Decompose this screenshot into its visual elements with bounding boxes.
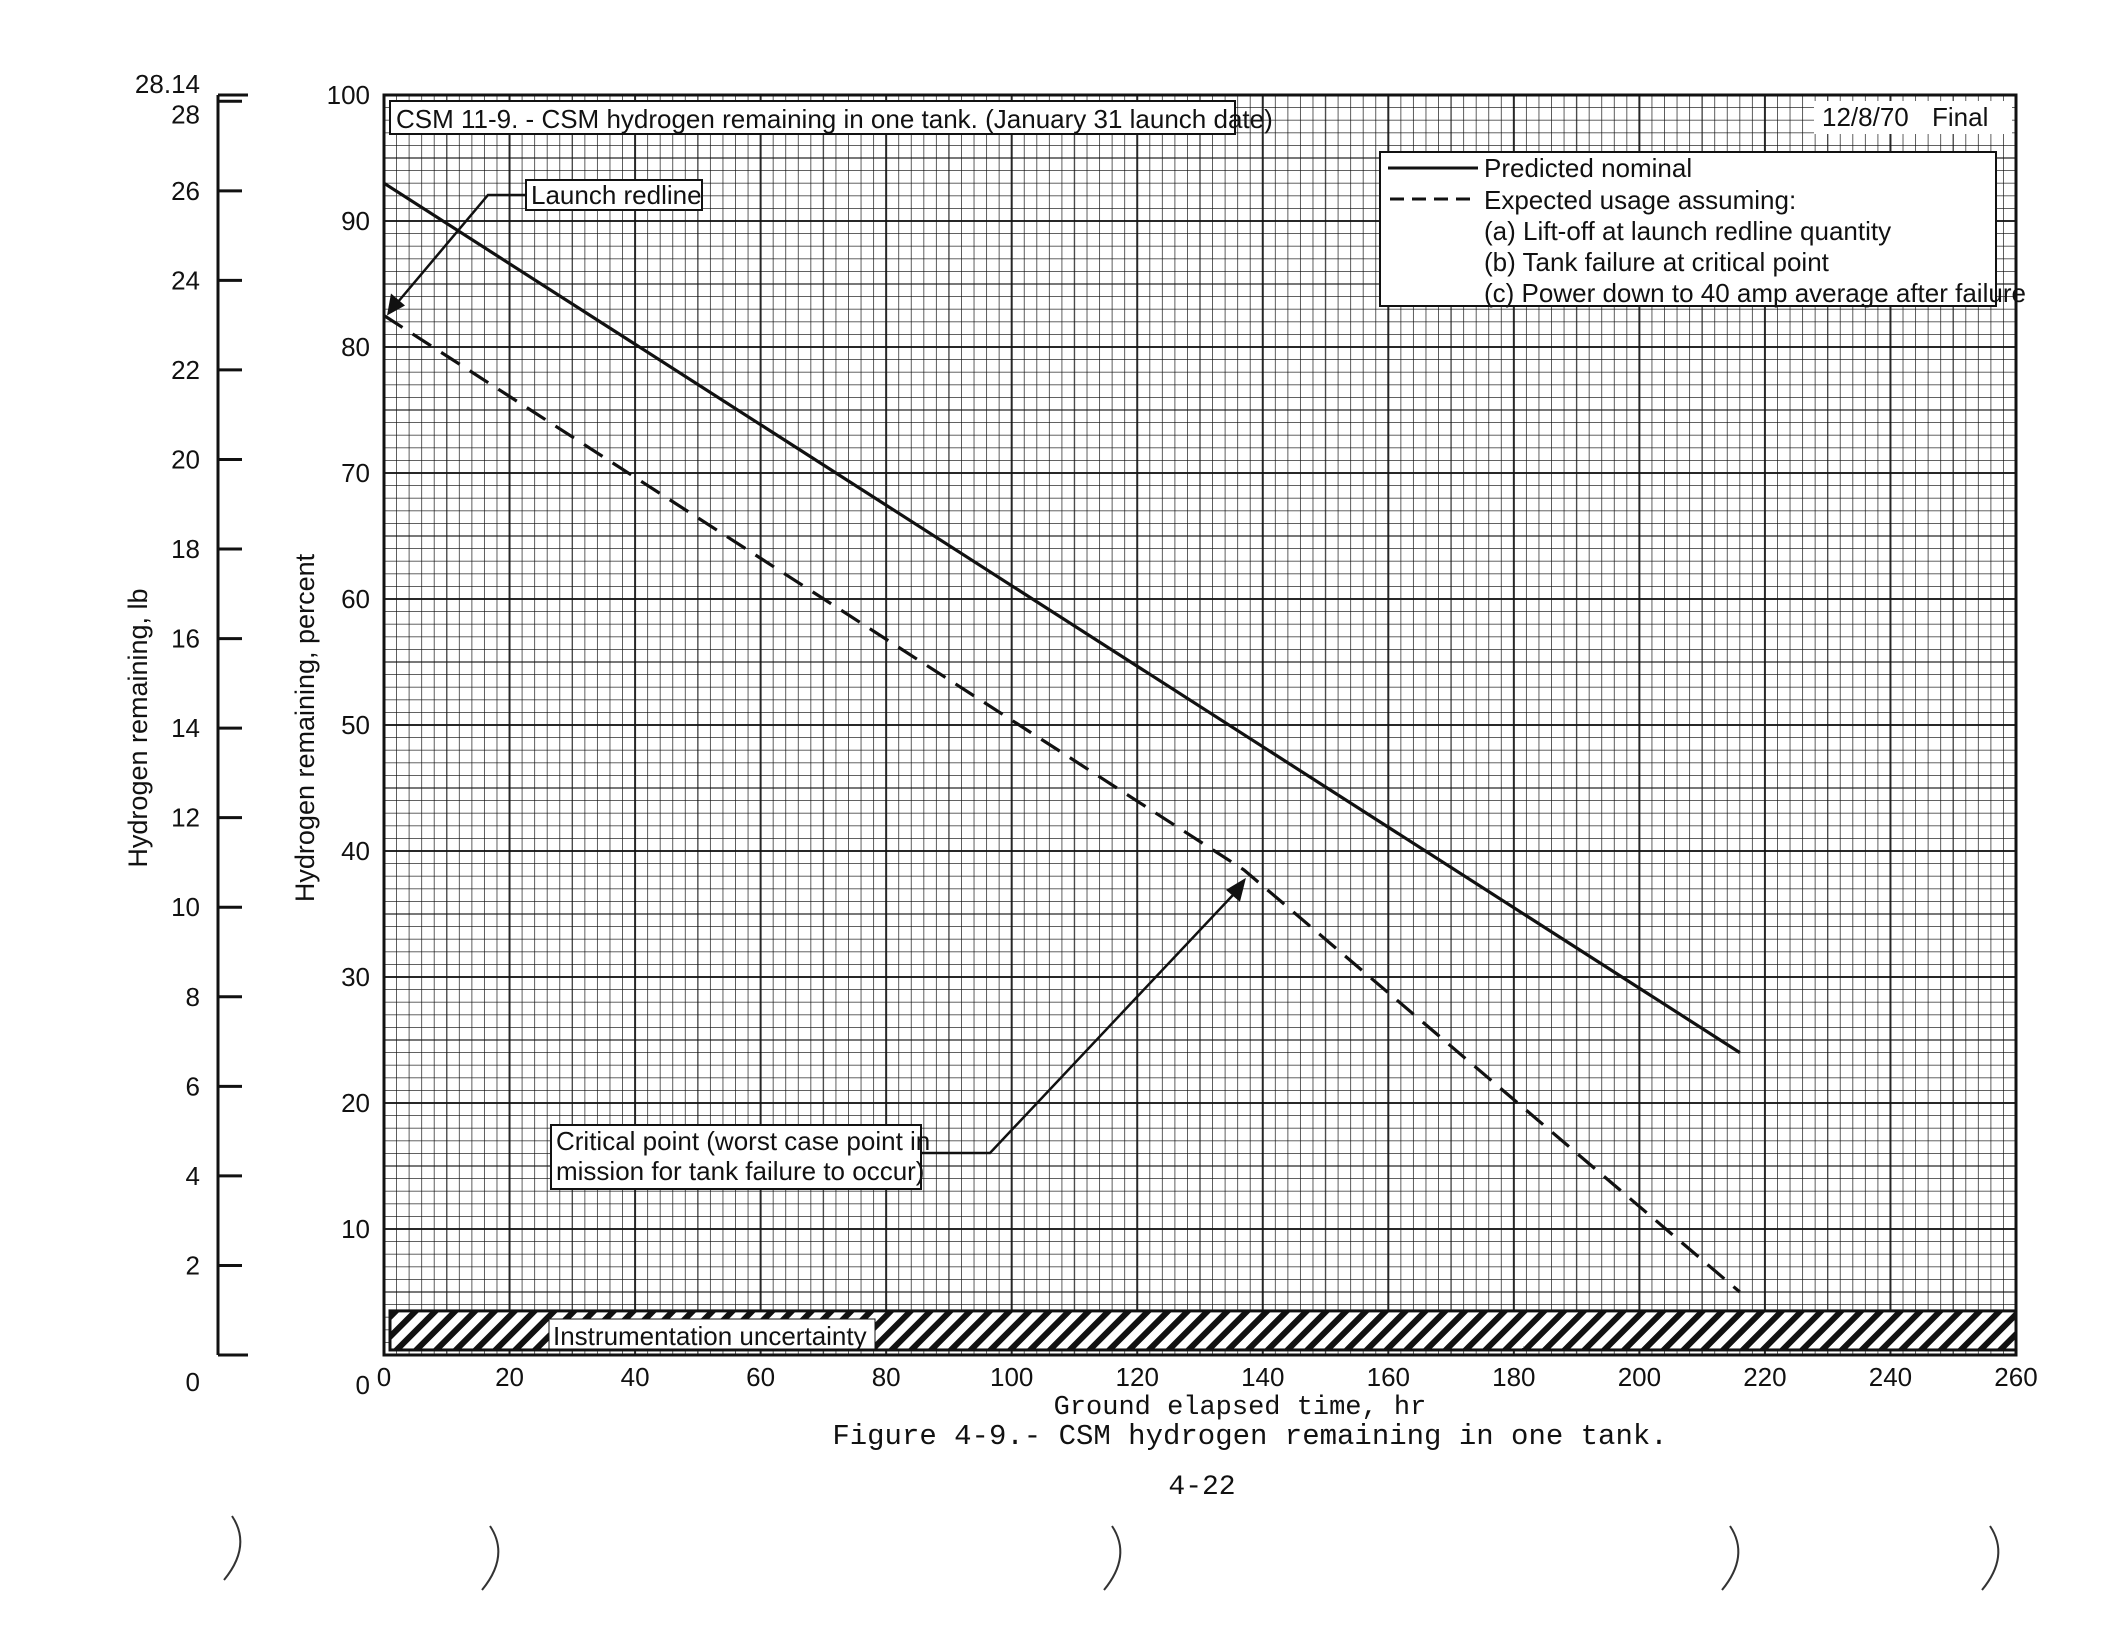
secondary-y-tick-label: 28 (171, 99, 200, 129)
uncertainty-label-box (548, 1318, 876, 1350)
binder-mark (223, 1515, 242, 1581)
x-tick-label: 20 (495, 1362, 524, 1392)
y-axis-tick-labels: 10 20 30 40 50 60 70 80 90 100 0 (327, 80, 370, 1400)
x-tick-label: 160 (1367, 1362, 1410, 1392)
secondary-y-axis-title: Hydrogen remaining, lb (123, 588, 153, 867)
x-tick-label: 60 (746, 1362, 775, 1392)
launch-redline-leader-arrow (387, 193, 526, 316)
plot-frame (382, 93, 2018, 1357)
secondary-y-tick-label: 0 (186, 1367, 200, 1397)
y-axis-title: Hydrogen remaining, percent (290, 553, 320, 902)
secondary-y-tick-label: 4 (186, 1161, 200, 1191)
y-tick-label: 70 (341, 458, 370, 488)
x-tick-label: 140 (1241, 1362, 1284, 1392)
legend-condition-c: (c) Power down to 40 amp average after f… (1484, 278, 2026, 308)
secondary-y-tick-label: 20 (171, 444, 200, 474)
binder-mark (1721, 1525, 1740, 1591)
x-tick-label: 180 (1492, 1362, 1535, 1392)
legend-entry-expected-usage: Expected usage assuming: (1484, 185, 1796, 215)
figure-caption: Figure 4-9.- CSM hydrogen remaining in o… (832, 1420, 1667, 1453)
secondary-y-tick-label: 28.14 (135, 69, 200, 99)
binder-marks (223, 1515, 2000, 1591)
critical-point-leader-arrow (921, 877, 1246, 1155)
secondary-y-tick-label: 24 (171, 265, 200, 295)
legend-box (1379, 151, 1997, 307)
chart-date: 12/8/70 (1822, 102, 1909, 132)
legend-entry-predicted-nominal: Predicted nominal (1484, 153, 1692, 183)
legend-condition-a: (a) Lift-off at launch redline quantity (1484, 216, 1891, 246)
x-tick-label: 0 (377, 1362, 391, 1392)
x-tick-label: 40 (621, 1362, 650, 1392)
secondary-y-tick-label: 14 (171, 713, 200, 743)
x-tick-label: 100 (990, 1362, 1033, 1392)
redline-arrowhead (387, 293, 405, 316)
y-tick-label: 0 (356, 1370, 370, 1400)
secondary-y-tick-label: 16 (171, 624, 200, 654)
x-axis-title: Ground elapsed time, hr (1054, 1393, 1427, 1423)
critical-point-label-line-1: Critical point (worst case point in (556, 1126, 930, 1156)
series-lines (383, 181, 1741, 1294)
y-tick-label: 60 (341, 584, 370, 614)
binder-mark (481, 1525, 500, 1591)
critical-point-label-line-2: mission for tank failure to occur) (556, 1156, 924, 1186)
instrumentation-uncertainty-label: Instrumentation uncertainty (553, 1321, 867, 1351)
launch-redline-label: Launch redline (531, 180, 702, 210)
legend-condition-b: (b) Tank failure at critical point (1484, 247, 1830, 277)
x-tick-label: 220 (1743, 1362, 1786, 1392)
chart-status: Final (1932, 102, 1988, 132)
y-tick-label: 20 (341, 1088, 370, 1118)
secondary-y-tick-label: 6 (186, 1071, 200, 1101)
y-tick-label: 90 (341, 206, 370, 236)
x-tick-label: 240 (1869, 1362, 1912, 1392)
secondary-y-tick-label: 18 (171, 534, 200, 564)
series-line-expected-usage (383, 314, 1741, 1294)
y-tick-label: 40 (341, 836, 370, 866)
critical-point-label-box (550, 1124, 922, 1190)
secondary-y-tick-label: 22 (171, 355, 200, 385)
secondary-y-tick-label: 10 (171, 892, 200, 922)
series-line-predicted-nominal (383, 181, 1741, 1054)
title-box (389, 100, 1236, 135)
x-tick-label: 80 (872, 1362, 901, 1392)
binder-mark (1103, 1525, 1122, 1591)
secondary-y-tick-label: 2 (186, 1250, 200, 1280)
secondary-y-tick-label: 12 (171, 803, 200, 833)
chart-title: CSM 11-9. - CSM hydrogen remaining in on… (396, 104, 1273, 134)
x-tick-label: 200 (1618, 1362, 1661, 1392)
y-tick-label: 80 (341, 332, 370, 362)
critical-arrowhead (1225, 877, 1246, 902)
redline-leader-line (394, 193, 526, 307)
y-tick-label: 100 (327, 80, 370, 110)
y-tick-label: 10 (341, 1214, 370, 1244)
binder-mark (1981, 1525, 2000, 1591)
x-tick-label: 120 (1116, 1362, 1159, 1392)
secondary-y-tick-label: 8 (186, 982, 200, 1012)
secondary-y-tick-label: 26 (171, 176, 200, 206)
date-box (1814, 101, 2012, 134)
x-axis-tick-labels: 0 20 40 60 80 100 120 140 160 180 200 220 240 260 (377, 1362, 2038, 1392)
y-tick-label: 50 (341, 710, 370, 740)
x-tick-label: 260 (1994, 1362, 2037, 1392)
critical-leader-line (921, 891, 1237, 1155)
y-tick-label: 30 (341, 962, 370, 992)
page-number: 4-22 (1168, 1472, 1235, 1503)
